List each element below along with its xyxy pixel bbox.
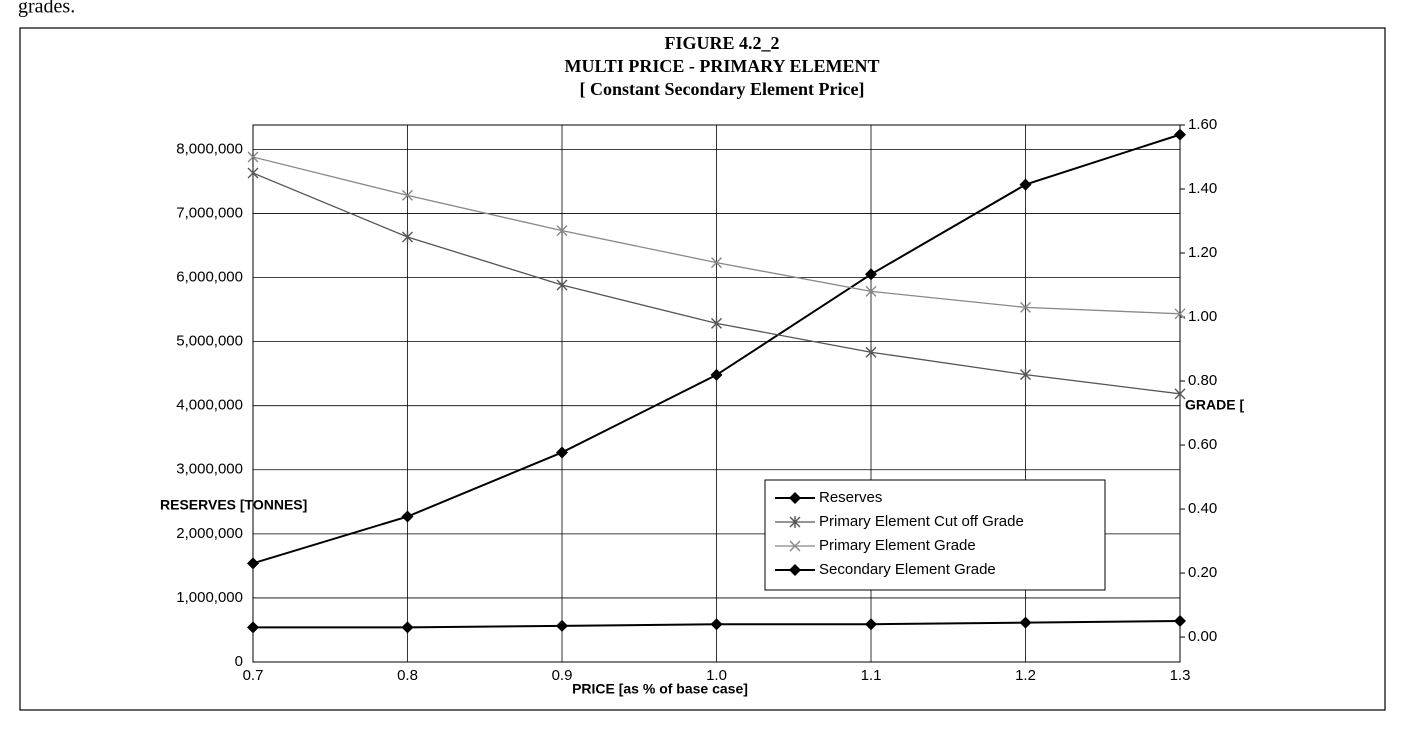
legend-box [764, 479, 1106, 591]
legend-label: Primary Element Cut off Grade [819, 513, 1024, 530]
y-tick-label: 7,000,000 [176, 204, 243, 221]
x-tick-label: 0.9 [552, 667, 573, 684]
y-tick-label: 2,000,000 [176, 525, 243, 542]
marker [402, 231, 413, 244]
marker [865, 285, 877, 297]
x-tick-label: 1.3 [1170, 667, 1191, 684]
x-tick-label: 1.0 [706, 667, 727, 684]
legend-marker [789, 492, 801, 504]
y2-tick-label: 0.20 [1188, 564, 1217, 581]
y-tick-label: 6,000,000 [176, 268, 243, 285]
y2-tick-label: 0.80 [1188, 372, 1217, 389]
y-tick-label: 5,000,000 [176, 333, 243, 350]
legend-marker [789, 516, 801, 528]
y2-tick-label: 1.00 [1188, 308, 1217, 325]
y-tick-label: 3,000,000 [176, 461, 243, 478]
frame [19, 27, 1386, 711]
page-text: grades. [18, 0, 75, 18]
marker [247, 167, 259, 180]
marker [556, 619, 568, 632]
y-tick-label: 8,000,000 [176, 140, 243, 157]
marker [1020, 301, 1031, 313]
chart-title: FIGURE 4.2_2 [664, 33, 779, 53]
y2-tick-label: 0.60 [1188, 436, 1217, 453]
marker [247, 151, 259, 163]
y2-tick-label: 0.40 [1188, 500, 1217, 517]
marker [247, 557, 259, 570]
marker [865, 346, 877, 359]
marker [1174, 387, 1186, 400]
legend-marker [789, 540, 801, 552]
legend-marker [789, 564, 801, 576]
y-axis-label: RESERVES [TONNES] [160, 497, 307, 513]
y-tick-label: 4,000,000 [176, 397, 243, 414]
x-tick-label: 1.1 [861, 667, 882, 684]
marker [710, 368, 723, 381]
marker [711, 317, 722, 330]
y2-axis-label: GRADE [ [1185, 397, 1244, 413]
y2-tick-label: 1.60 [1188, 116, 1217, 133]
marker [402, 189, 413, 201]
x-tick-label: 1.2 [1015, 667, 1036, 684]
legend-label: Reserves [819, 489, 882, 506]
y2-tick-label: 1.40 [1188, 180, 1217, 197]
legend: Reserves Primary Element Cut off Grade Pri… [764, 479, 1106, 591]
y-tick-label: 0 [235, 653, 243, 670]
marker [556, 279, 568, 292]
y2-tick-label: 1.20 [1188, 244, 1217, 261]
marker [556, 225, 568, 237]
marker [1019, 616, 1032, 629]
marker [556, 446, 568, 459]
y-tick-label: 1,000,000 [176, 589, 243, 606]
marker [1020, 368, 1031, 381]
x-axis-label: PRICE [as % of base case] [572, 681, 748, 697]
marker [1174, 128, 1186, 141]
legend-label: Secondary Element Grade [819, 561, 996, 578]
chart-subtitle: MULTI PRICE - PRIMARY ELEMENT [564, 56, 879, 76]
marker [401, 621, 414, 634]
marker [865, 618, 877, 631]
y2-tick-label: 0.00 [1188, 628, 1217, 645]
x-tick-label: 0.8 [397, 667, 418, 684]
marker [1174, 308, 1186, 320]
marker [865, 268, 877, 281]
marker [401, 510, 414, 523]
marker [1019, 178, 1032, 191]
chart-subtitle: [ Constant Secondary Element Price] [580, 79, 865, 99]
marker [710, 618, 723, 631]
marker [711, 257, 722, 269]
marker [1174, 615, 1186, 628]
legend-label: Primary Element Grade [819, 537, 976, 554]
marker [247, 621, 259, 634]
x-tick-label: 0.7 [243, 667, 264, 684]
